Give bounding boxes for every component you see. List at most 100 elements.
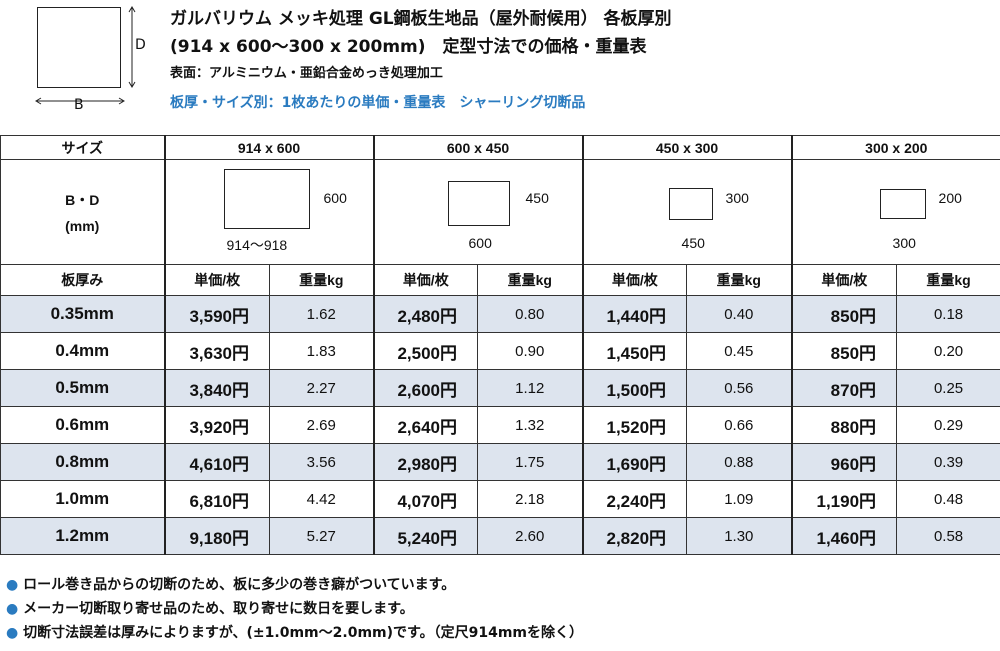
dimension-square <box>37 7 121 88</box>
table-row: 0.6mm 3,920円 2.69 2,640円 1.32 1,520円 0.66 880円 0… <box>0 406 1000 444</box>
size-diagram-cell: 600 914〜918 <box>163 159 375 265</box>
unit-price-cell: 4,610円 <box>163 443 270 481</box>
thickness-cell: 1.0mm <box>0 480 165 518</box>
note-text: 切断寸法誤差は厚みによりますが、(±1.0mm〜2.0mm)です。（定尺914m… <box>23 625 584 641</box>
dimension-row: B・D (mm) 600 914〜918 450 600 300 450 <box>0 159 1000 265</box>
notes-list: ● ロール巻き品からの切断のため、板に多少の巻き癖がついています。 ● メーカー… <box>6 573 583 645</box>
size-rectangle <box>879 189 926 219</box>
bd-label-cell: B・D (mm) <box>0 159 165 265</box>
unit-price-cell: 960円 <box>790 443 898 481</box>
note-item: ● 切断寸法誤差は厚みによりますが、(±1.0mm〜2.0mm)です。（定尺91… <box>6 621 583 645</box>
d-dimension-label: 200 <box>938 190 962 206</box>
weight-header: 重量kg <box>896 264 1000 296</box>
thickness-cell: 0.35mm <box>0 295 165 333</box>
weight-cell: 1.32 <box>477 406 584 444</box>
weight-cell: 0.20 <box>896 332 1000 370</box>
size-name: 450 x 300 <box>581 135 793 160</box>
thickness-cell: 0.6mm <box>0 406 165 444</box>
thickness-label: 板厚み <box>0 264 165 296</box>
d-dimension-label: 300 <box>725 190 749 206</box>
unit-price-cell: 2,820円 <box>581 517 688 555</box>
unit-price-cell: 850円 <box>790 332 898 370</box>
table-row: 0.35mm 3,590円 1.62 2,480円 0.80 1,440円 0.40 850円… <box>0 295 1000 333</box>
unit-price-cell: 3,590円 <box>163 295 270 333</box>
unit-price-cell: 880円 <box>790 406 898 444</box>
weight-cell: 1.62 <box>268 295 375 333</box>
unit-price-cell: 3,920円 <box>163 406 270 444</box>
weight-cell: 0.48 <box>896 480 1000 518</box>
unit-header-row: 板厚み 単価/枚 重量kg 単価/枚 重量kg 単価/枚 重量kg 単価/枚 重… <box>0 264 1000 296</box>
table-subtitle: 板厚・サイズ別：1枚あたりの単価・重量表 シャーリング切断品 <box>170 95 586 111</box>
weight-cell: 0.40 <box>686 295 793 333</box>
unit-price-cell: 2,480円 <box>372 295 479 333</box>
weight-cell: 4.42 <box>268 480 375 518</box>
page-title: ガルバリウム メッキ処理 GL鋼板生地品（屋外耐候用） 各板厚別 <box>170 9 672 29</box>
price-weight-table: サイズ 914 x 600 600 x 450 450 x 300 300 x … <box>0 135 1000 555</box>
unit-price-cell: 4,070円 <box>372 480 479 518</box>
table-row: 1.0mm 6,810円 4.42 4,070円 2.18 2,240円 1.09 1,190… <box>0 480 1000 518</box>
bullet-icon: ● <box>6 577 19 593</box>
size-diagram-cell: 300 450 <box>581 159 793 265</box>
size-label: サイズ <box>0 135 165 160</box>
unit-price-header: 単価/枚 <box>790 264 898 296</box>
weight-cell: 0.66 <box>686 406 793 444</box>
unit-price-cell: 2,600円 <box>372 369 479 407</box>
note-text: ロール巻き品からの切断のため、板に多少の巻き癖がついています。 <box>23 577 456 593</box>
unit-price-cell: 1,450円 <box>581 332 688 370</box>
unit-price-cell: 9,180円 <box>163 517 270 555</box>
unit-price-cell: 2,240円 <box>581 480 688 518</box>
page-title-sizes: (914 x 600〜300 x 200mm) 定型寸法での価格・重量表 <box>170 37 647 57</box>
bullet-icon: ● <box>6 625 19 641</box>
size-rectangle <box>447 181 510 226</box>
unit-price-cell: 1,690円 <box>581 443 688 481</box>
thickness-cell: 0.4mm <box>0 332 165 370</box>
weight-cell: 1.09 <box>686 480 793 518</box>
thickness-cell: 0.8mm <box>0 443 165 481</box>
unit-price-header: 単価/枚 <box>163 264 270 296</box>
weight-cell: 2.60 <box>477 517 584 555</box>
unit-price-header: 単価/枚 <box>372 264 479 296</box>
unit-price-cell: 3,630円 <box>163 332 270 370</box>
thickness-cell: 1.2mm <box>0 517 165 555</box>
unit-price-cell: 2,980円 <box>372 443 479 481</box>
unit-price-cell: 6,810円 <box>163 480 270 518</box>
unit-price-cell: 1,440円 <box>581 295 688 333</box>
unit-price-cell: 1,190円 <box>790 480 898 518</box>
b-dimension-label: 450 <box>681 235 705 251</box>
unit-price-cell: 1,460円 <box>790 517 898 555</box>
weight-cell: 0.80 <box>477 295 584 333</box>
weight-cell: 0.56 <box>686 369 793 407</box>
weight-cell: 2.27 <box>268 369 375 407</box>
size-name: 600 x 450 <box>372 135 584 160</box>
unit-price-cell: 1,500円 <box>581 369 688 407</box>
size-rectangle <box>223 169 310 229</box>
unit-price-header: 単価/枚 <box>581 264 688 296</box>
unit-price-cell: 5,240円 <box>372 517 479 555</box>
unit-price-cell: 3,840円 <box>163 369 270 407</box>
weight-cell: 1.75 <box>477 443 584 481</box>
size-name: 914 x 600 <box>163 135 375 160</box>
thickness-cell: 0.5mm <box>0 369 165 407</box>
weight-header: 重量kg <box>477 264 584 296</box>
weight-cell: 2.69 <box>268 406 375 444</box>
size-header-row: サイズ 914 x 600 600 x 450 450 x 300 300 x … <box>0 135 1000 160</box>
weight-cell: 1.83 <box>268 332 375 370</box>
header-dimension-diagram: D B <box>0 0 170 120</box>
diagram-b-label: B <box>74 97 84 113</box>
bd-unit: (mm) <box>65 218 100 234</box>
note-text: メーカー切断取り寄せ品のため、取り寄せに数日を要します。 <box>23 601 414 617</box>
unit-price-cell: 2,500円 <box>372 332 479 370</box>
bullet-icon: ● <box>6 601 19 617</box>
unit-price-cell: 850円 <box>790 295 898 333</box>
b-dimension-label: 300 <box>892 235 916 251</box>
table-row: 0.8mm 4,610円 3.56 2,980円 1.75 1,690円 0.88 960円 0… <box>0 443 1000 481</box>
bd-label: B・D <box>65 192 100 208</box>
weight-cell: 2.18 <box>477 480 584 518</box>
d-dimension-label: 600 <box>323 190 347 206</box>
table-row: 1.2mm 9,180円 5.27 5,240円 2.60 2,820円 1.30 1,460… <box>0 517 1000 555</box>
horizontal-arrow-icon <box>35 97 125 105</box>
weight-cell: 0.58 <box>896 517 1000 555</box>
table-row: 0.4mm 3,630円 1.83 2,500円 0.90 1,450円 0.45 850円 0… <box>0 332 1000 370</box>
weight-cell: 0.18 <box>896 295 1000 333</box>
unit-price-cell: 1,520円 <box>581 406 688 444</box>
